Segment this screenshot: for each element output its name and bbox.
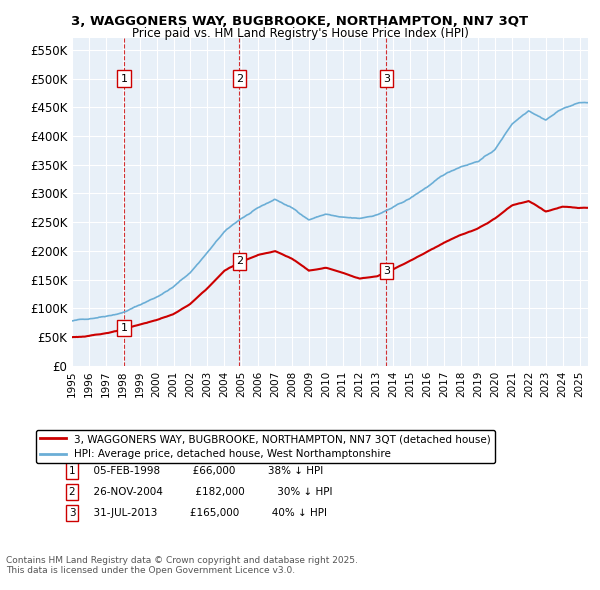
Text: 2: 2	[236, 74, 243, 84]
Text: 2: 2	[68, 487, 76, 497]
Text: 31-JUL-2013          £165,000          40% ↓ HPI: 31-JUL-2013 £165,000 40% ↓ HPI	[88, 508, 328, 518]
Text: Price paid vs. HM Land Registry's House Price Index (HPI): Price paid vs. HM Land Registry's House …	[131, 27, 469, 40]
Text: 26-NOV-2004          £182,000          30% ↓ HPI: 26-NOV-2004 £182,000 30% ↓ HPI	[88, 487, 333, 497]
Text: 1: 1	[121, 323, 128, 333]
Text: 1: 1	[121, 74, 128, 84]
Text: 1: 1	[68, 466, 76, 476]
Text: 05-FEB-1998          £66,000          38% ↓ HPI: 05-FEB-1998 £66,000 38% ↓ HPI	[88, 466, 324, 476]
Text: 3: 3	[68, 508, 76, 518]
Text: 3, WAGGONERS WAY, BUGBROOKE, NORTHAMPTON, NN7 3QT: 3, WAGGONERS WAY, BUGBROOKE, NORTHAMPTON…	[71, 15, 529, 28]
Text: 3: 3	[383, 266, 390, 276]
Legend: 3, WAGGONERS WAY, BUGBROOKE, NORTHAMPTON, NN7 3QT (detached house), HPI: Average: 3, WAGGONERS WAY, BUGBROOKE, NORTHAMPTON…	[36, 430, 496, 464]
Text: Contains HM Land Registry data © Crown copyright and database right 2025.
This d: Contains HM Land Registry data © Crown c…	[6, 556, 358, 575]
Text: 3: 3	[383, 74, 390, 84]
Text: 2: 2	[236, 256, 243, 266]
